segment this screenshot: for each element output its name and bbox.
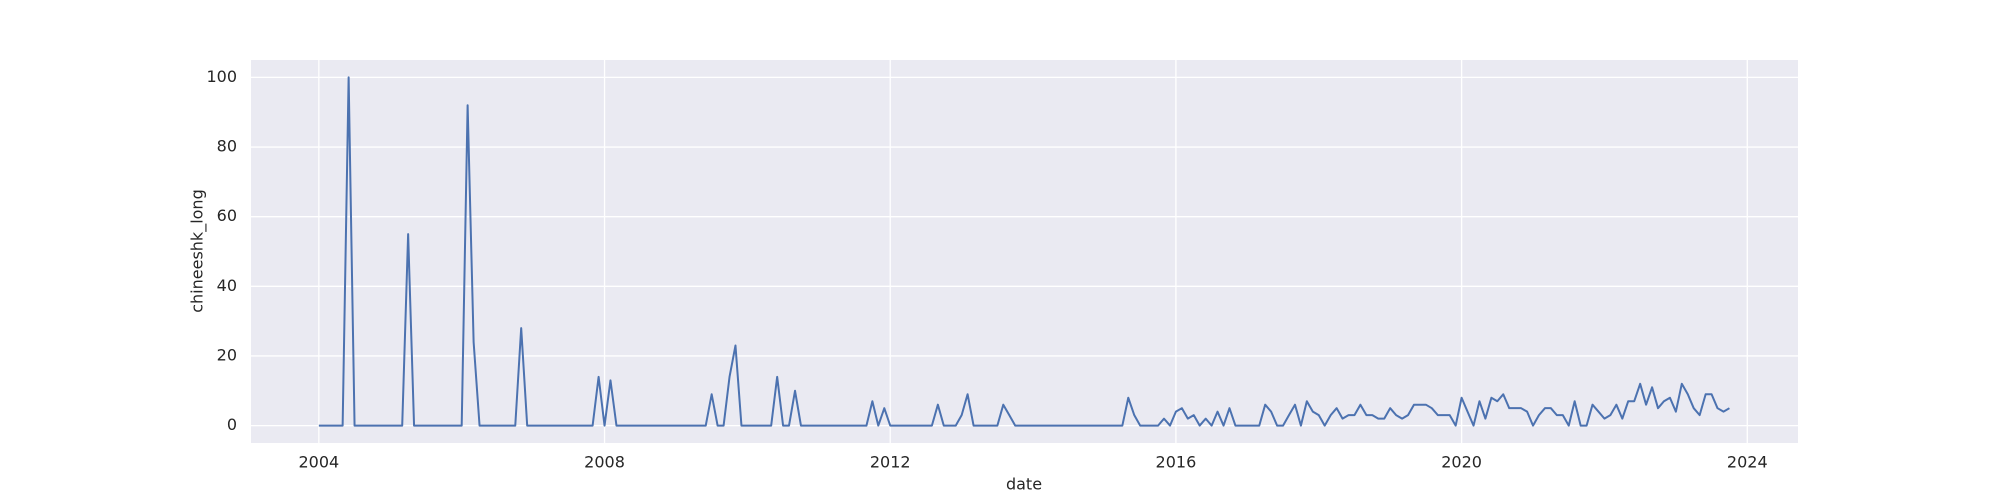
y-axis-label: chineeshk_long bbox=[188, 189, 208, 312]
x-tick-label: 2008 bbox=[584, 453, 625, 472]
x-tick-label: 2004 bbox=[298, 453, 339, 472]
x-tick-label: 2012 bbox=[870, 453, 911, 472]
x-axis-label: date bbox=[1006, 475, 1042, 494]
data-line bbox=[318, 76, 1730, 427]
x-tick-label: 2016 bbox=[1156, 453, 1197, 472]
y-tick-label: 0 bbox=[227, 415, 237, 434]
y-tick-label: 100 bbox=[206, 67, 237, 86]
y-tick-label: 60 bbox=[217, 206, 237, 225]
y-tick-label: 20 bbox=[217, 345, 237, 364]
y-tick-label: 40 bbox=[217, 276, 237, 295]
x-tick-label: 2024 bbox=[1727, 453, 1768, 472]
y-tick-label: 80 bbox=[217, 137, 237, 156]
plot-area bbox=[251, 60, 1798, 443]
x-tick-label: 2020 bbox=[1441, 453, 1482, 472]
